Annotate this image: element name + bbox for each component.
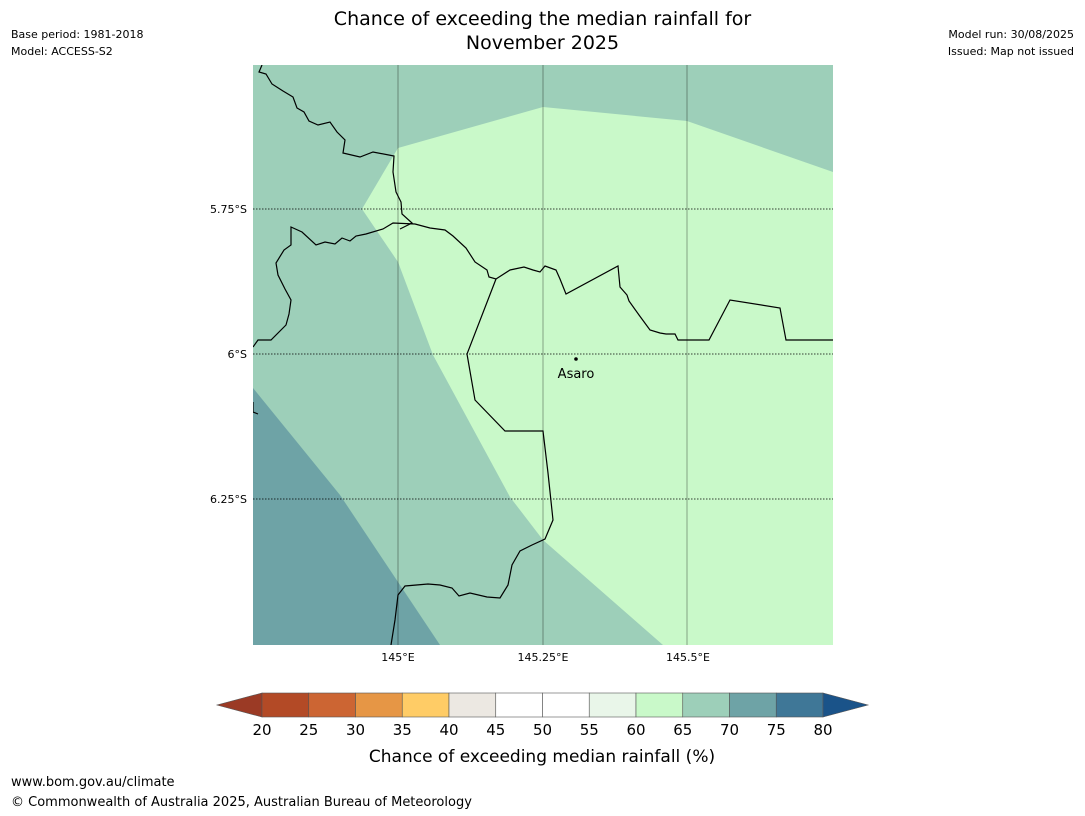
boundary-north [258,65,414,230]
lat-tick-6.25: 6.25°S [210,493,247,506]
colorbar-tick-label: 45 [486,721,505,739]
lon-tick-145.25: 145.25°E [518,651,569,664]
boundary-central [253,222,833,348]
map-title-line-2: November 2025 [465,32,620,54]
colorbar-segment [682,692,730,718]
colorbar-label: Chance of exceeding median rainfall (%) [369,747,715,767]
meridians [397,65,688,645]
colorbar-segment [495,692,543,718]
colorbar-segment [542,692,590,718]
boundary-southwest [390,278,554,645]
province-boundaries [253,65,833,645]
boundary-west-edge [253,402,259,415]
lon-tick-145.5: 145.5°E [666,651,710,664]
colorbar-tick-label: 75 [767,721,786,739]
model-run-text: Model run: 30/08/2025 [948,28,1074,41]
colorbar-tick-label: 60 [626,721,645,739]
map-panel: Asaro [253,65,833,645]
zone-65-70 [253,65,833,645]
colorbar-tick-label: 55 [580,721,599,739]
colorbar-extend-high [822,692,870,718]
colorbar-segment [729,692,777,718]
map-title: Chance of exceeding the median rainfall … [0,7,1085,55]
footer-url[interactable]: www.bom.gov.au/climate [11,775,175,790]
footer-copyright: © Commonwealth of Australia 2025, Austra… [11,795,472,810]
colorbar-tick-label: 30 [346,721,365,739]
lat-tick-6: 6°S [228,348,247,361]
colorbar-segment [588,692,637,718]
lat-tick-5.75: 5.75°S [210,203,247,216]
colorbar-tick-label: 80 [813,721,832,739]
colorbar-tick-label: 50 [533,721,552,739]
lat-tick-labels: 5.75°S 6°S 6.25°S [210,203,247,506]
colorbar-segment [635,692,684,718]
colorbar-segment [308,692,356,718]
colorbar-tick-label: 20 [252,721,271,739]
asaro-label: Asaro [558,367,595,382]
colorbar-tick-label: 65 [673,721,692,739]
asaro-point [574,357,578,361]
colorbar-segment [775,692,824,718]
issued-text: Issued: Map not issued [947,45,1074,58]
colorbar-segment [401,692,450,718]
lon-tick-labels: 145°E 145.25°E 145.5°E [381,651,710,664]
zone-70-75 [253,388,440,645]
colorbar-tick-label: 70 [720,721,739,739]
colorbar-tick-label: 35 [393,721,412,739]
model-text: Model: ACCESS-S2 [11,45,113,58]
colorbar-segment [355,692,403,718]
colorbar: 20 25 30 35 40 45 50 55 60 65 70 75 80 [215,692,870,739]
base-period-text: Base period: 1981-2018 [11,28,144,41]
colorbar-extend-low [215,692,263,718]
meta-right: Model run: 30/08/2025 Issued: Map not is… [948,26,1074,60]
parallels [253,208,833,500]
meta-left: Base period: 1981-2018 Model: ACCESS-S2 [11,26,143,60]
colorbar-tick-label: 40 [439,721,458,739]
map-title-line-1: Chance of exceeding the median rainfall … [333,8,752,30]
colorbar-segment [448,692,497,718]
colorbar-tick-label: 25 [299,721,318,739]
colorbar-segment [261,692,310,718]
lon-tick-145: 145°E [381,651,414,664]
